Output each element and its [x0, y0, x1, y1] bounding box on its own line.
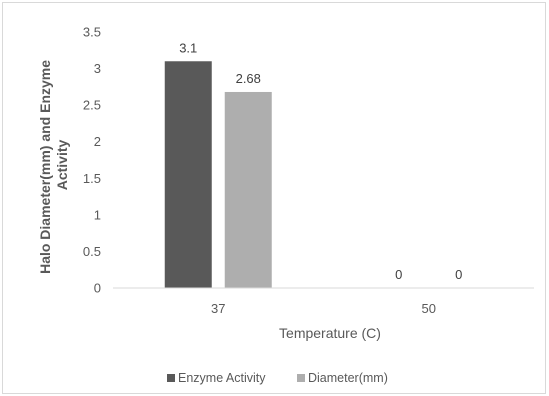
y-axis-ticks: 0 0.5 1 1.5 2 2.5 3 3.5 — [83, 25, 101, 296]
legend-swatch — [297, 374, 305, 382]
x-tick-label: 37 — [211, 301, 225, 316]
y-tick-label: 1 — [94, 207, 101, 222]
bar-data-label: 2.68 — [236, 71, 261, 86]
y-tick-label: 1.5 — [83, 171, 101, 186]
y-tick-label: 2 — [94, 134, 101, 149]
y-axis-label: Halo Diameter(mm) and Enzyme Activity — [37, 56, 70, 274]
legend-label: Enzyme Activity — [178, 371, 266, 385]
y-tick-label: 3 — [94, 61, 101, 76]
bar — [165, 61, 212, 288]
bars — [165, 61, 272, 288]
legend-label: Diameter(mm) — [308, 371, 388, 385]
bar-data-label: 3.1 — [179, 40, 197, 55]
x-axis-ticks: 37 50 — [211, 301, 436, 316]
y-axis-label-line-2: Activity — [54, 140, 70, 191]
legend-swatch — [167, 374, 175, 382]
data-labels: 3.1 2.68 0 0 — [179, 40, 462, 282]
y-axis-label-line-1: Halo Diameter(mm) and Enzyme — [37, 60, 53, 274]
legend-item: Diameter(mm) — [297, 371, 388, 385]
bar-data-label: 0 — [455, 267, 462, 282]
legend: Enzyme Activity Diameter(mm) — [167, 371, 388, 385]
y-tick-label: 0.5 — [83, 244, 101, 259]
x-tick-label: 50 — [422, 301, 436, 316]
bar-data-label: 0 — [395, 267, 402, 282]
x-axis-label: Temperature (C) — [279, 325, 381, 341]
legend-item: Enzyme Activity — [167, 371, 266, 385]
y-tick-label: 2.5 — [83, 98, 101, 113]
y-tick-label: 3.5 — [83, 25, 101, 40]
y-tick-label: 0 — [94, 281, 101, 296]
bar — [225, 92, 272, 288]
